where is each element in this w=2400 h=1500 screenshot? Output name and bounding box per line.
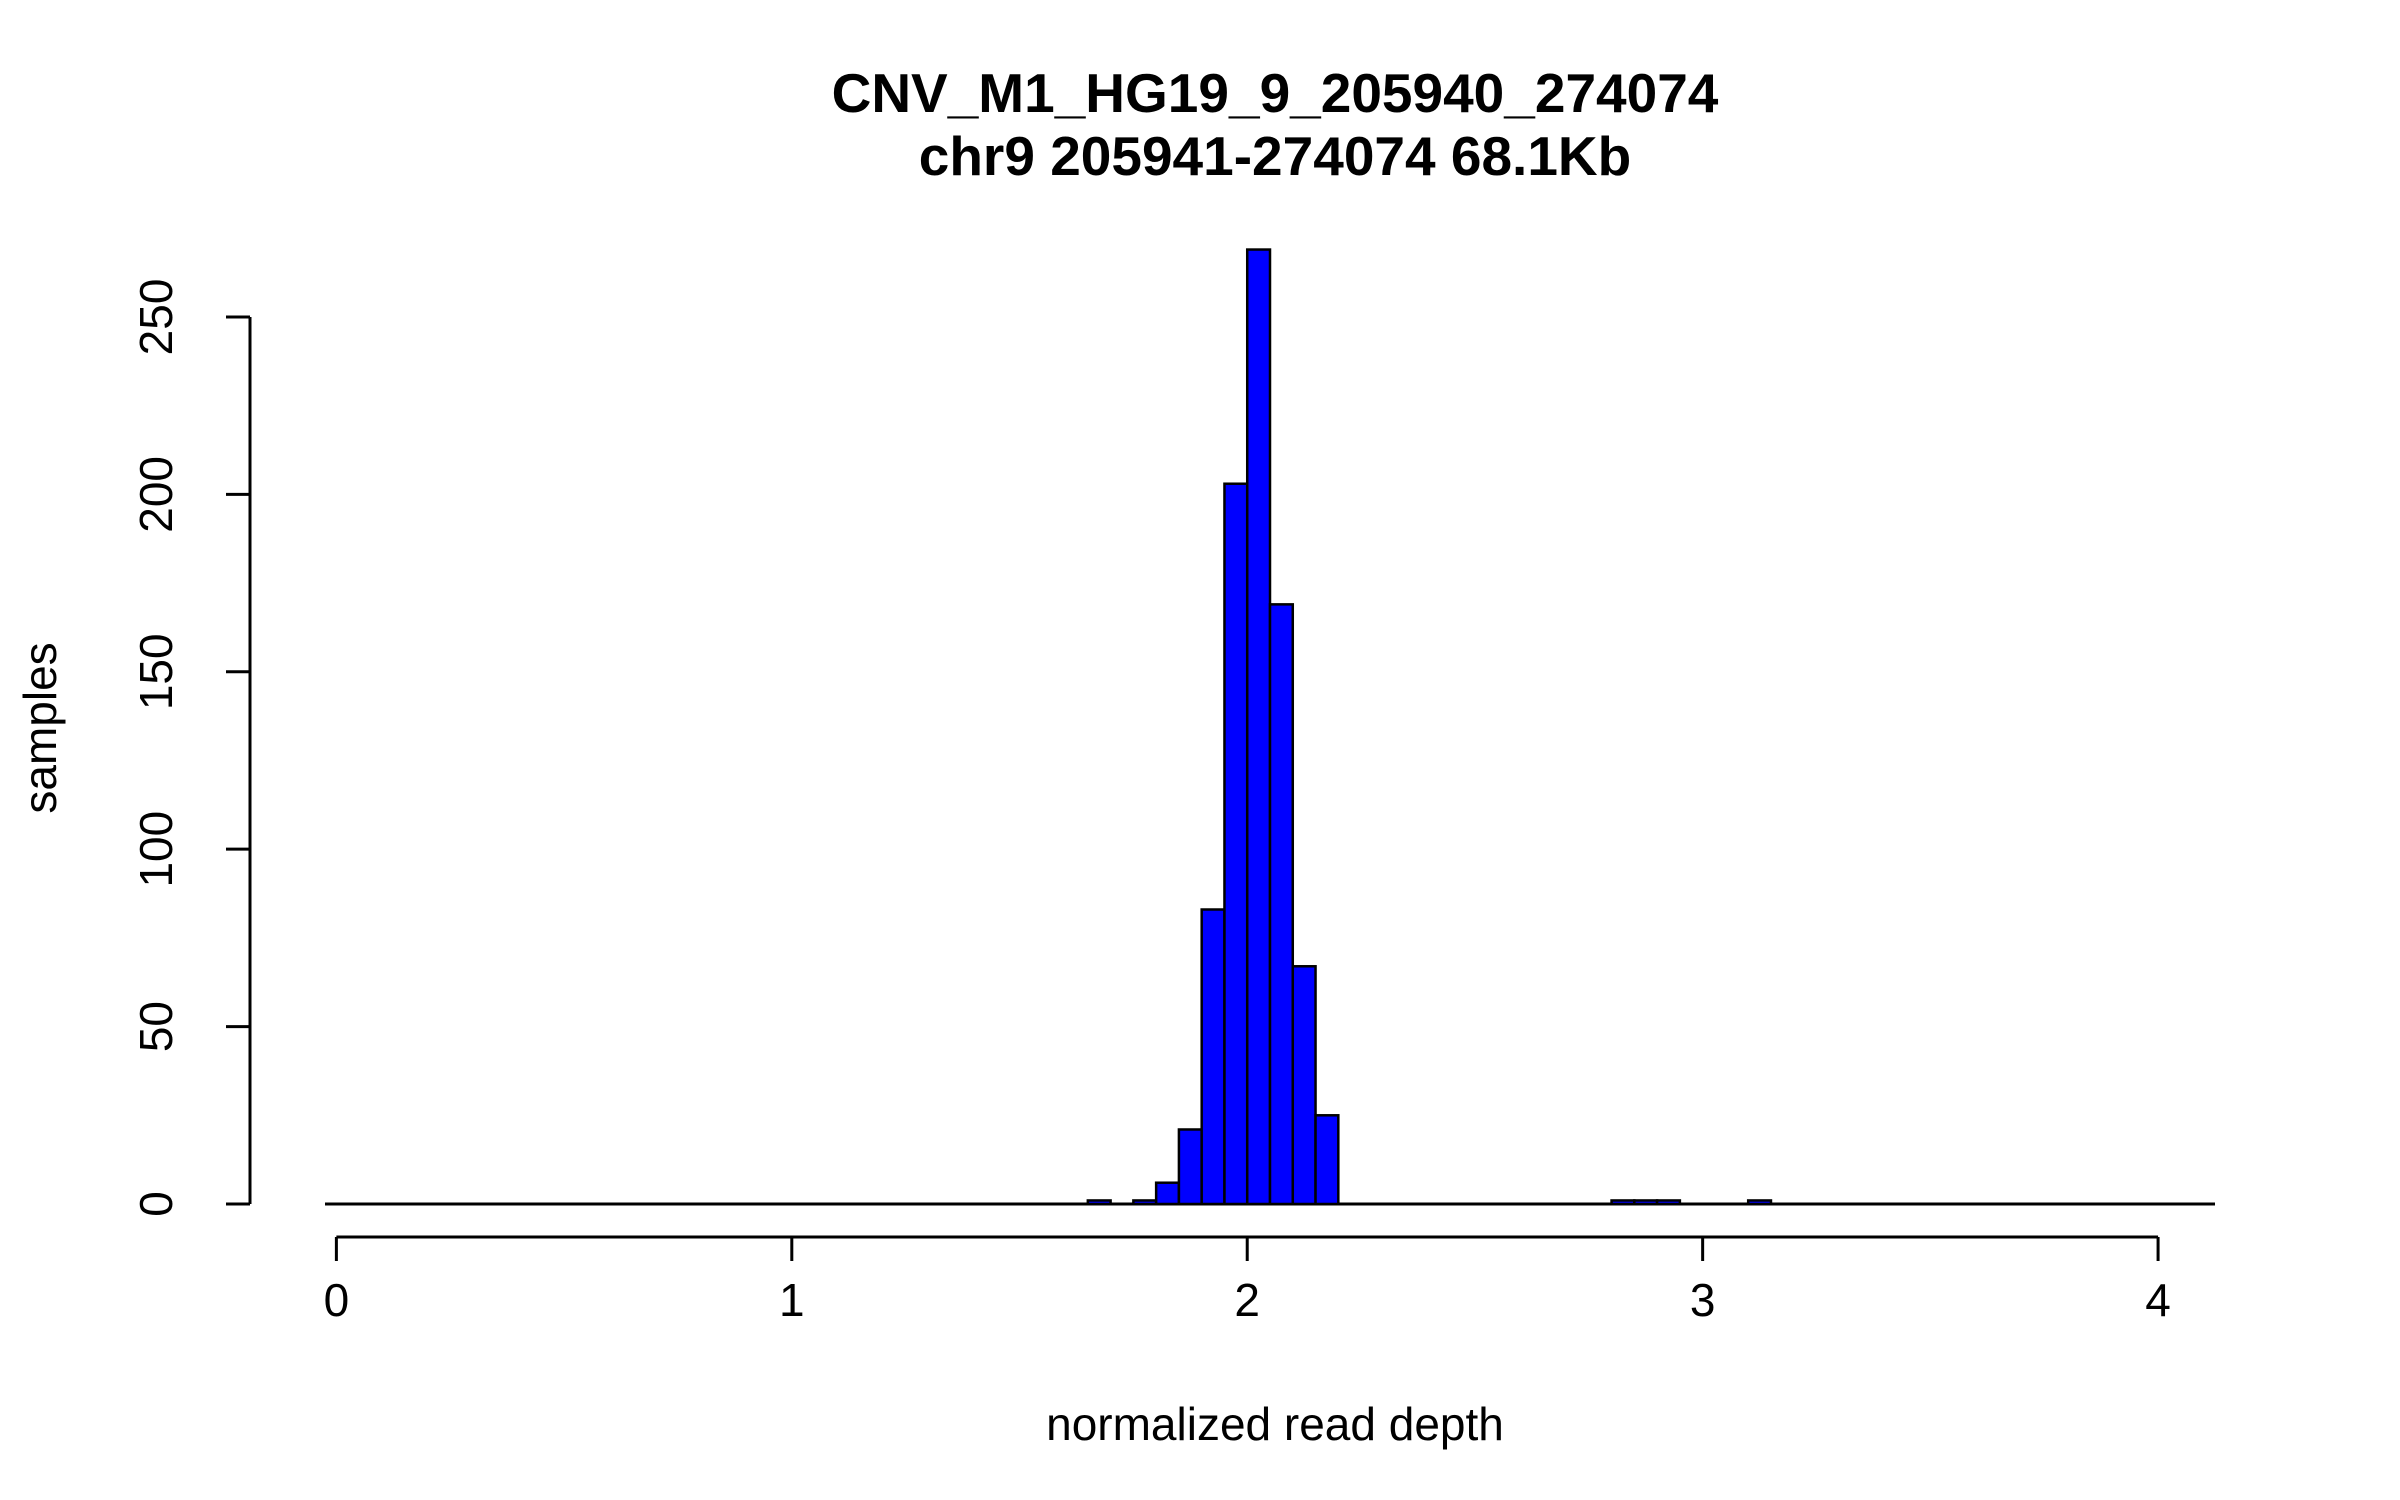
- histogram-bar: [1132, 1199, 1158, 1206]
- histogram-bar: [1177, 1128, 1203, 1206]
- y-axis: 0 50 100 150 200 250: [130, 279, 252, 1217]
- histogram-bar: [1223, 482, 1249, 1206]
- y-tick-label: 150: [130, 633, 182, 710]
- x-tick-label: 1: [779, 1274, 805, 1326]
- y-tick-label: 50: [130, 1001, 182, 1052]
- y-tick-label: 0: [130, 1191, 182, 1217]
- x-axis: 0 1 2 3 4: [324, 1235, 2171, 1326]
- histogram-bar: [1200, 908, 1226, 1206]
- histogram-bar: [1245, 248, 1272, 1206]
- y-tick-label: 100: [130, 811, 182, 888]
- x-tick-label: 2: [1234, 1274, 1260, 1326]
- histogram-bar: [1655, 1199, 1682, 1206]
- histogram-bar: [1610, 1199, 1636, 1206]
- y-tick-label: 200: [130, 456, 182, 533]
- y-tick-label: 250: [130, 279, 182, 356]
- chart-subtitle: chr9 205941-274074 68.1Kb: [919, 125, 1631, 187]
- histogram-bar: [1633, 1199, 1659, 1206]
- histogram-bar: [1086, 1199, 1112, 1206]
- histogram-bar: [1154, 1181, 1181, 1206]
- histogram-bar: [1314, 1114, 1340, 1206]
- histogram-bars: [325, 248, 2215, 1206]
- x-tick-label: 3: [1690, 1274, 1716, 1326]
- histogram-bar: [1268, 603, 1295, 1206]
- histogram-bar: [1291, 965, 1317, 1206]
- chart-title: CNV_M1_HG19_9_205940_274074: [832, 62, 1719, 124]
- histogram-bar: [1746, 1199, 1773, 1206]
- y-axis-label: samples: [14, 642, 66, 813]
- x-tick-label: 0: [324, 1274, 350, 1326]
- x-axis-label: normalized read depth: [1046, 1398, 1504, 1450]
- x-tick-label: 4: [2145, 1274, 2171, 1326]
